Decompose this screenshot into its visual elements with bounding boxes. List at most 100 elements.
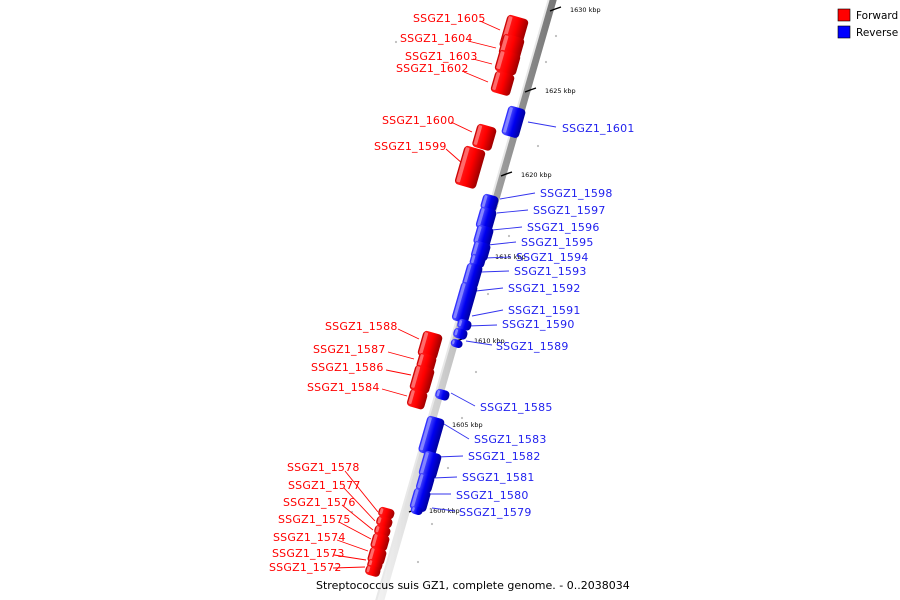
reverse-swatch [837,25,851,39]
label-leader-line [344,470,379,513]
gene-glyph-layer[interactable] [364,14,529,578]
label-leader-line [431,507,456,512]
reverse-gene-body[interactable] [418,415,446,456]
gene-glyph[interactable] [456,318,472,331]
tick-label: 1610 kbp [474,337,505,345]
gene-label[interactable]: SSGZ1_1590 [502,318,575,331]
gene-highlight [492,72,501,90]
gene-glyph[interactable] [434,388,450,401]
gene-glyph[interactable] [377,506,395,520]
gene-label[interactable]: SSGZ1_1579 [459,506,532,519]
gene-highlight [379,508,384,515]
gene-label[interactable]: SSGZ1_1584 [307,381,380,394]
gene-highlight [368,560,373,567]
gene-highlight [463,264,472,284]
label-leader-line [336,539,369,552]
tick-label: 1630 kbp [570,6,601,14]
gene-label[interactable]: SSGZ1_1574 [273,531,346,544]
gene-highlight [366,566,371,573]
label-leader-layer [332,20,557,569]
gene-glyph[interactable] [494,49,521,76]
gene-label[interactable]: SSGZ1_1575 [278,513,351,526]
gene-glyph[interactable] [409,487,431,513]
gene-highlight [454,329,459,336]
label-leader-line [432,476,458,479]
label-leader-line [445,148,464,165]
gene-glyph[interactable] [471,123,497,152]
gene-highlight [419,332,429,354]
gene-label[interactable]: SSGZ1_1572 [269,561,342,574]
gene-glyph[interactable] [370,532,391,552]
gene-highlight [417,354,424,367]
gene-highlight [453,283,466,319]
gene-label[interactable]: SSGZ1_1577 [288,479,361,492]
gene-label[interactable]: SSGZ1_1583 [474,433,547,446]
gene-highlight [417,474,424,488]
gene-label[interactable]: SSGZ1_1603 [405,50,478,63]
forward-gene-body[interactable] [471,123,497,152]
label-leader-line [381,388,408,397]
gene-label[interactable]: SSGZ1_1589 [496,340,569,353]
label-leader-line [487,241,517,246]
tick-mark [524,87,537,93]
gene-label[interactable]: SSGZ1_1596 [527,221,600,234]
gene-label[interactable]: SSGZ1_1580 [456,489,529,502]
gene-glyph[interactable] [406,388,428,410]
gene-glyph[interactable] [375,515,393,529]
gene-glyph[interactable] [417,330,443,361]
gene-label[interactable]: SSGZ1_1578 [287,461,360,474]
legend-label-forward: Forward [856,10,898,22]
forward-gene-body[interactable] [454,145,486,190]
gene-glyph[interactable] [410,505,424,516]
gene-glyph[interactable] [490,70,515,97]
gene-glyph[interactable] [409,364,435,395]
gene-label[interactable]: SSGZ1_1595 [521,236,594,249]
gene-label[interactable]: SSGZ1_1599 [374,140,447,153]
label-leader-line [450,121,473,133]
gene-label[interactable]: SSGZ1_1598 [540,187,613,200]
gene-label[interactable]: SSGZ1_1605 [413,12,486,25]
gene-glyph[interactable] [454,145,486,190]
gene-label[interactable]: SSGZ1_1601 [562,122,635,135]
gene-label-layer[interactable]: SSGZ1_1605 SSGZ1_1604 SSGZ1_1603SSGZ1_1602… [269,12,635,574]
reverse-gene-body[interactable] [451,281,478,324]
gene-glyph[interactable] [415,472,435,494]
label-leader-line [332,566,366,569]
gene-highlight [412,507,415,512]
gene-label[interactable]: SSGZ1_1594 [516,251,589,264]
gene-label[interactable]: SSGZ1_1604 [400,32,473,45]
tick-label: 1600 kbp [429,507,460,515]
gene-glyph[interactable] [418,450,442,480]
gene-glyph[interactable] [501,105,527,139]
gene-glyph[interactable] [452,327,468,340]
gene-label[interactable]: SSGZ1_1582 [468,450,541,463]
gene-label[interactable]: SSGZ1_1587 [313,343,386,356]
gene-highlight [436,390,441,397]
gene-label[interactable]: SSGZ1_1588 [325,320,398,333]
label-leader-line [397,328,420,340]
gene-label[interactable]: SSGZ1_1597 [533,204,606,217]
gene-label[interactable]: SSGZ1_1585 [480,401,553,414]
gene-label[interactable]: SSGZ1_1602 [396,62,469,75]
gene-label[interactable]: SSGZ1_1593 [514,265,587,278]
gene-glyph[interactable] [418,415,446,456]
gene-label[interactable]: SSGZ1_1581 [462,471,535,484]
gene-label[interactable]: SSGZ1_1586 [311,361,384,374]
gene-label[interactable]: SSGZ1_1592 [508,282,581,295]
gene-glyph[interactable] [450,338,464,349]
label-leader-line [343,487,376,522]
label-leader-line [475,287,504,292]
gene-glyph[interactable] [461,262,483,289]
gene-glyph[interactable] [475,206,497,232]
label-leader-line [385,369,412,376]
gene-glyph[interactable] [451,281,478,324]
gene-glyph[interactable] [364,564,381,578]
gene-label[interactable]: SSGZ1_1600 [382,114,455,127]
gene-highlight [474,226,482,242]
label-leader-line [472,58,493,65]
reverse-gene-body[interactable] [501,105,527,139]
gene-label[interactable]: SSGZ1_1573 [272,547,345,560]
gene-label[interactable]: SSGZ1_1576 [283,496,356,509]
gene-label[interactable]: SSGZ1_1591 [508,304,581,317]
